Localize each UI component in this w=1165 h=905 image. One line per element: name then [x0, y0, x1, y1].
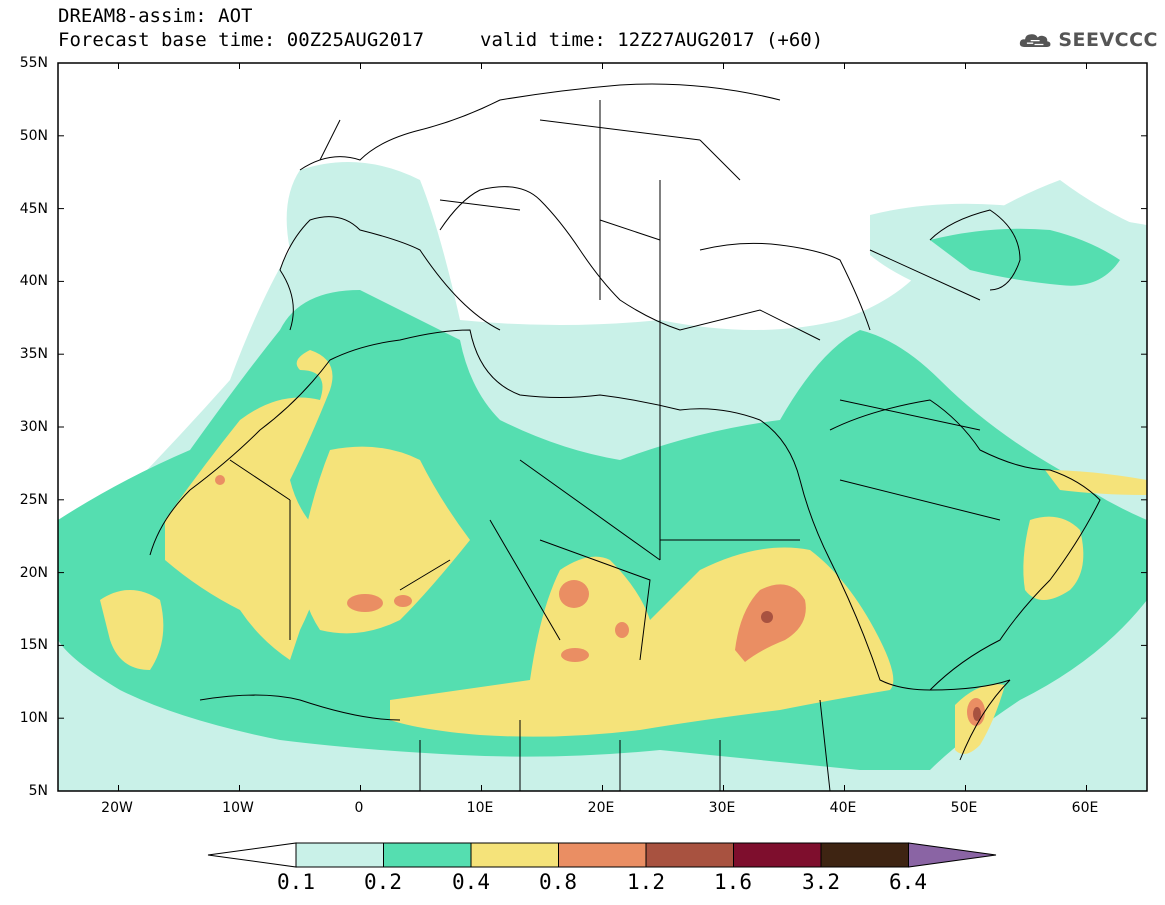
- logo-text: SEEVCCC: [1058, 29, 1158, 51]
- lat-label: 50N: [19, 128, 48, 144]
- colorbar-label: 1.2: [627, 870, 665, 894]
- lat-label: 10N: [19, 710, 48, 726]
- colorbar-label: 6.4: [889, 870, 927, 894]
- lon-label: 10W: [222, 800, 254, 816]
- colorbar-label: 0.1: [277, 870, 315, 894]
- lat-label: 35N: [19, 346, 48, 362]
- colorbar: [207, 842, 997, 868]
- coastlines: [149, 83, 1101, 791]
- colorbar-segment: [295, 842, 384, 868]
- forecast-base-time: Forecast base time: 00Z25AUG2017: [58, 29, 425, 51]
- colorbar-label: 3.2: [802, 870, 840, 894]
- aot-field: [58, 63, 1147, 791]
- lon-label: 20W: [101, 800, 133, 816]
- colorbar-segment: [383, 842, 472, 868]
- lon-label: 10E: [466, 800, 494, 816]
- lon-label: 20E: [587, 800, 615, 816]
- lon-label: 30E: [708, 800, 736, 816]
- lat-label: 15N: [19, 637, 48, 653]
- colorbar-segment: [820, 842, 909, 868]
- colorbar-label: 0.2: [364, 870, 402, 894]
- lon-label: 60E: [1071, 800, 1099, 816]
- lat-label: 40N: [19, 273, 48, 289]
- lat-label: 45N: [19, 201, 48, 217]
- lat-label: 55N: [19, 55, 48, 71]
- valid-time: valid time: 12Z27AUG2017 (+60): [480, 29, 824, 51]
- colorbar-segment: [908, 842, 997, 868]
- lon-label: 50E: [950, 800, 978, 816]
- colorbar-segment: [207, 842, 297, 868]
- lat-label: 30N: [19, 419, 48, 435]
- lon-label: 0: [354, 800, 364, 816]
- colorbar-segment: [470, 842, 559, 868]
- colorbar-label: 0.4: [452, 870, 490, 894]
- axis-ticks: [58, 62, 1147, 792]
- colorbar-label: 0.8: [539, 870, 577, 894]
- lon-label: 40E: [829, 800, 857, 816]
- colorbar-segment: [558, 842, 647, 868]
- colorbar-segment: [645, 842, 734, 868]
- lat-label: 5N: [28, 783, 48, 799]
- cloud-icon: [1019, 34, 1051, 47]
- colorbar-segment: [733, 842, 822, 868]
- colorbar-label: 1.6: [714, 870, 752, 894]
- lat-label: 20N: [19, 565, 48, 581]
- lat-label: 25N: [19, 492, 48, 508]
- seevccc-logo: SEEVCCC: [1018, 22, 1158, 58]
- aot-map: [57, 62, 1148, 792]
- map-title: DREAM8-assim: AOT: [58, 5, 253, 27]
